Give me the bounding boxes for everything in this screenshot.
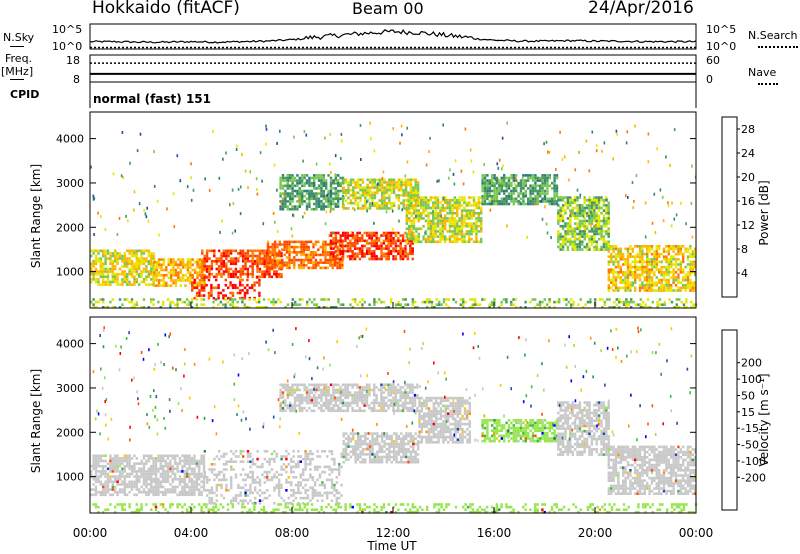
colorbar-tick-label: -15 xyxy=(741,422,759,435)
xtick-label: 00:00 xyxy=(679,526,714,540)
ytick-label: 4000 xyxy=(56,338,84,351)
colorbar-tick-label: -200 xyxy=(741,471,766,484)
nsky-underline xyxy=(10,46,24,47)
heat-region-8 xyxy=(92,503,698,514)
freq-left-tick-bottom: 8 xyxy=(73,73,80,86)
noise-left-tick-bottom: 10^0 xyxy=(52,40,82,53)
noise-right-tick-top: 10^5 xyxy=(706,23,736,36)
freq-right-tick-top: 60 xyxy=(706,54,720,67)
velocity-colorbar-label: Velocity [m s⁻¹] xyxy=(757,373,771,466)
xtick-label: 00:00 xyxy=(73,526,108,540)
heat-region-12 xyxy=(90,298,698,309)
heat-sparse-3 xyxy=(92,326,693,443)
beam-title: Beam 00 xyxy=(352,0,424,18)
ytick-label: 3000 xyxy=(56,382,84,395)
colorbar-tick-label: 16 xyxy=(741,195,755,208)
nave-dots xyxy=(758,83,778,85)
nsearch-label: N.Search xyxy=(748,29,798,42)
noise-right-tick-bottom: 10^0 xyxy=(706,40,736,53)
nsearch-dots xyxy=(758,46,798,48)
freq-frame xyxy=(89,54,697,83)
nsky-label: N.Sky xyxy=(3,31,35,44)
velocity-ylabel: Slant Range [km] xyxy=(29,369,43,473)
ytick-label: 4000 xyxy=(56,133,84,146)
colorbar-tick-label: 50 xyxy=(741,389,755,402)
cpid-value: normal (fast) 151 xyxy=(93,92,211,106)
colorbar-tick-label: 200 xyxy=(741,357,762,370)
colorbar-tick-label: -50 xyxy=(741,439,759,452)
heat-region-7 xyxy=(607,445,697,495)
heat-region-6 xyxy=(557,401,610,456)
colorbar-tick-label: 12 xyxy=(741,219,755,232)
heat-region-4 xyxy=(279,383,419,413)
xtick-label: 04:00 xyxy=(174,526,209,540)
power-ylabel: Slant Range [km] xyxy=(29,164,43,268)
noise-frame xyxy=(89,23,697,50)
colorbar-tick-label: 24 xyxy=(741,147,755,160)
time-axis-label: Time UT xyxy=(366,539,417,553)
heat-region-0 xyxy=(90,249,155,286)
heat-region-3 xyxy=(418,396,471,444)
colorbar-tick-label: 4 xyxy=(741,267,748,280)
colorbar-tick-label: 100 xyxy=(741,373,762,386)
ytick-label: 2000 xyxy=(56,426,84,439)
xtick-label: 12:00 xyxy=(376,526,411,540)
heat-region-1 xyxy=(203,450,343,505)
ytick-label: 1000 xyxy=(56,266,84,279)
colorbar-tick-label: -100 xyxy=(741,455,766,468)
colorbar-tick-label: 8 xyxy=(741,243,748,256)
ytick-label: 2000 xyxy=(56,221,84,234)
heat-region-0 xyxy=(90,454,206,497)
heat-region-2 xyxy=(342,432,420,464)
noise-series-0 xyxy=(89,29,697,44)
ytick-label: 3000 xyxy=(56,177,84,190)
xtick-label: 16:00 xyxy=(477,526,512,540)
freq-right-tick-bottom: 0 xyxy=(706,73,713,86)
xtick-label: 08:00 xyxy=(275,526,310,540)
heat-region-10 xyxy=(557,196,610,251)
freq-underline xyxy=(10,79,24,80)
ytick-label: 1000 xyxy=(56,471,84,484)
station-title: Hokkaido (fitACF) xyxy=(92,0,240,18)
freq-unit-label: [MHz] xyxy=(1,65,34,78)
heat-region-11 xyxy=(607,245,697,292)
colorbar-tick-label: 15 xyxy=(741,406,755,419)
colorbar-tick-label: 20 xyxy=(741,171,755,184)
freq-left-tick-top: 18 xyxy=(66,54,80,67)
nave-label: Nave xyxy=(748,66,777,79)
colorbar-tick-label: 28 xyxy=(741,123,755,136)
power-colorbar-label: Power [dB] xyxy=(757,180,771,245)
heat-region-2 xyxy=(191,276,261,300)
colorbar-frame xyxy=(721,116,738,298)
date-title: 24/Apr/2016 xyxy=(588,0,694,18)
heat-region-5 xyxy=(481,419,559,443)
freq-label: Freq. xyxy=(5,52,33,65)
heat-region-8 xyxy=(342,178,420,210)
cpid-label: CPID xyxy=(10,88,40,101)
noise-left-tick-top: 10^5 xyxy=(52,23,82,36)
colorbar-frame xyxy=(721,329,738,511)
xtick-label: 20:00 xyxy=(578,526,613,540)
